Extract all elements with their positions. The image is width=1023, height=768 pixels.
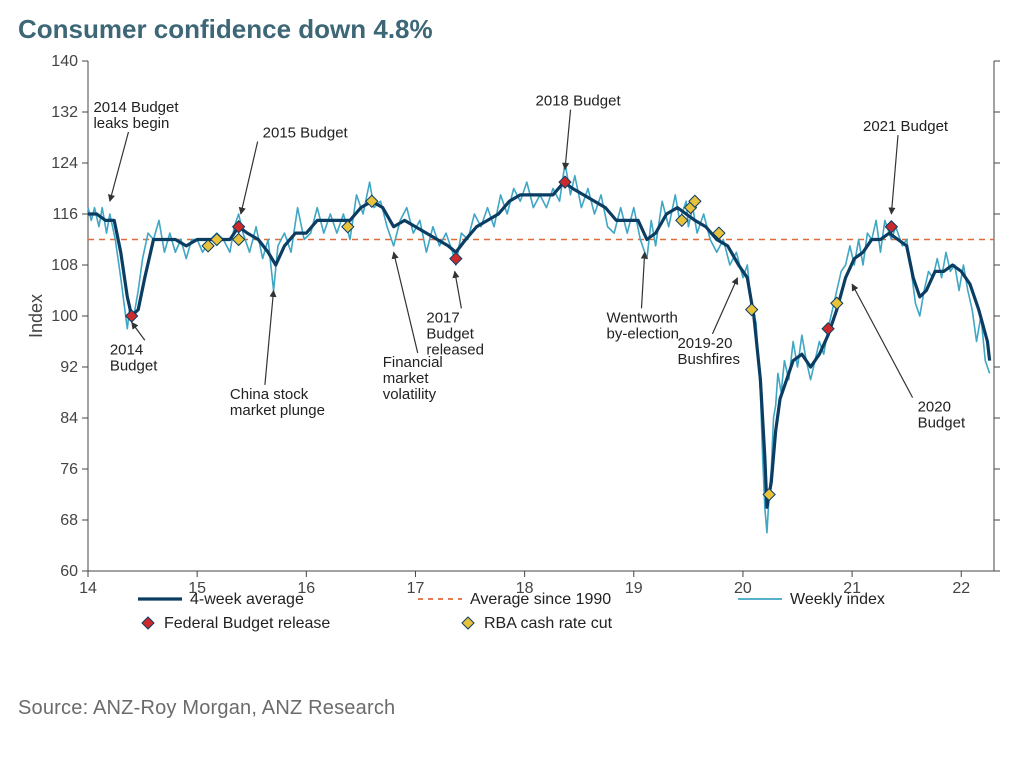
svg-text:Index: Index [26, 294, 46, 338]
svg-text:116: 116 [52, 206, 78, 223]
svg-text:RBA cash rate cut: RBA cash rate cut [484, 615, 613, 632]
svg-text:92: 92 [60, 359, 78, 376]
svg-text:Financialmarketvolatility: Financialmarketvolatility [383, 354, 443, 403]
svg-text:2014 Budgetleaks begin: 2014 Budgetleaks begin [93, 99, 179, 132]
chart-box: 6068768492100108116124132140141516171819… [18, 51, 1004, 691]
svg-text:2021 Budget: 2021 Budget [863, 118, 949, 135]
svg-text:140: 140 [51, 53, 78, 70]
svg-text:2018 Budget: 2018 Budget [536, 93, 622, 110]
svg-text:2015 Budget: 2015 Budget [263, 125, 349, 142]
svg-text:14: 14 [79, 580, 97, 597]
svg-text:Federal Budget release: Federal Budget release [164, 615, 330, 632]
svg-text:Average since 1990: Average since 1990 [470, 591, 611, 608]
svg-text:2014Budget: 2014Budget [110, 341, 158, 374]
svg-text:20: 20 [734, 580, 752, 597]
svg-text:2020Budget: 2020Budget [918, 399, 966, 432]
svg-text:108: 108 [51, 257, 78, 274]
svg-text:4-week average: 4-week average [190, 591, 304, 608]
svg-text:68: 68 [60, 512, 78, 529]
svg-text:2017Budgetreleased: 2017Budgetreleased [426, 309, 484, 358]
chart-wrap: Consumer confidence down 4.8% 60 68 76 84 92… [0, 0, 1023, 768]
svg-text:Weekly index: Weekly index [790, 591, 885, 608]
svg-text:124: 124 [51, 155, 78, 172]
chart-svg: 6068768492100108116124132140141516171819… [18, 51, 1004, 681]
svg-text:19: 19 [625, 580, 643, 597]
svg-text:132: 132 [51, 104, 78, 121]
chart-title: Consumer confidence down 4.8% [18, 14, 1005, 45]
source-line: Source: ANZ-Roy Morgan, ANZ Research [18, 697, 1005, 720]
svg-text:84: 84 [60, 410, 78, 427]
svg-text:22: 22 [952, 580, 970, 597]
svg-text:76: 76 [60, 461, 78, 478]
svg-text:100: 100 [51, 308, 78, 325]
svg-text:Wentworthby-election: Wentworthby-election [606, 309, 679, 342]
svg-text:60: 60 [60, 563, 78, 580]
svg-text:2019-20Bushfires: 2019-20Bushfires [677, 335, 740, 368]
svg-text:China stockmarket plunge: China stockmarket plunge [230, 386, 325, 419]
svg-text:17: 17 [407, 580, 425, 597]
